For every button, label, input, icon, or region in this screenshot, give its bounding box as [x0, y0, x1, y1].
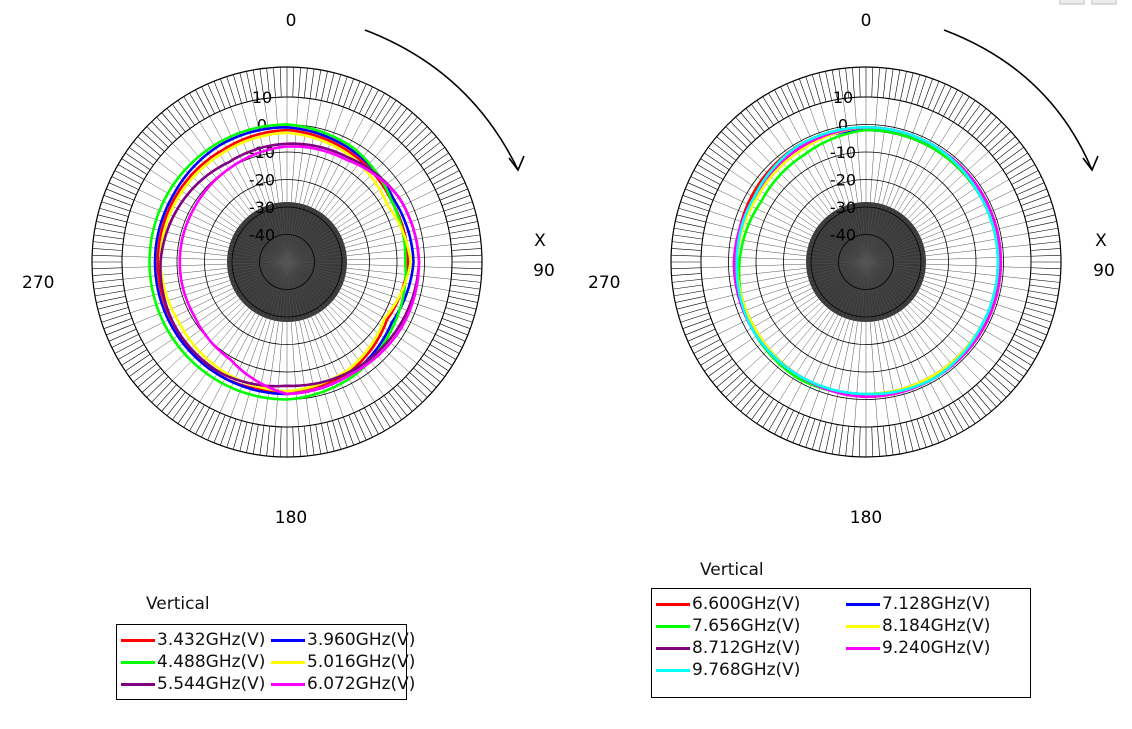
angle-label-top: 0 — [861, 11, 872, 31]
series-curve-7 — [735, 125, 1000, 396]
polar-grid-circle — [728, 124, 1004, 400]
legend-item: 7.128GHz(V) — [846, 593, 990, 615]
legend-item: 3.432GHz(V) — [121, 629, 265, 651]
radial-tick-label: -20 — [830, 171, 856, 190]
legend-swatch — [656, 646, 690, 650]
polar-grid-circle — [259, 234, 315, 290]
radial-tick-label: 0 — [838, 116, 848, 135]
axis-marker-x: X — [1095, 231, 1107, 251]
legend-left: 3.432GHz(V) 3.960GHz(V) 4.488GHz(V) 5.016GH… — [116, 624, 415, 700]
legend-swatch — [271, 660, 305, 664]
legend-label: 5.544GHz(V) — [157, 674, 266, 694]
angle-label-right: 90 — [1093, 261, 1115, 281]
legend-item: 8.712GHz(V) — [656, 637, 800, 659]
legend-swatch — [656, 624, 690, 628]
angle-label-bottom: 180 — [850, 508, 882, 528]
legend-title-left: Vertical — [146, 594, 210, 614]
polar-grid-circle — [755, 151, 977, 373]
radial-tick-label: 10 — [833, 88, 853, 107]
series-curve-4 — [159, 131, 413, 393]
legend-swatch — [271, 638, 305, 642]
angle-label-left: 270 — [22, 273, 54, 293]
radial-tick-label: -40 — [249, 226, 275, 245]
legend-label: 8.184GHz(V) — [882, 616, 991, 636]
legend-item: 9.768GHz(V) — [656, 659, 800, 681]
radial-tick-label: -10 — [830, 143, 856, 162]
axis-marker-x: X — [534, 231, 546, 251]
legend-swatch — [121, 638, 155, 642]
legend-label: 9.768GHz(V) — [692, 660, 801, 680]
legend-swatch — [846, 602, 880, 606]
radial-tick-label: -30 — [830, 198, 856, 217]
legend-item: 8.184GHz(V) — [846, 615, 990, 637]
legend-label: 7.128GHz(V) — [882, 594, 991, 614]
polar-grid-circle — [121, 96, 453, 428]
angle-label-bottom: 180 — [275, 508, 307, 528]
rotation-arrow-head — [508, 155, 525, 172]
legend-right: 6.600GHz(V) 7.128GHz(V) 7.656GHz(V) 8.184GH… — [651, 588, 1031, 698]
rotation-arrow — [943, 29, 1093, 171]
legend-swatch — [271, 682, 305, 686]
series-curve-6 — [178, 145, 421, 396]
rotation-arrow — [364, 29, 519, 171]
series-curve-3 — [148, 123, 408, 401]
legend-label: 7.656GHz(V) — [692, 616, 801, 636]
legend-swatch — [846, 624, 880, 628]
angle-label-top: 0 — [286, 11, 297, 31]
radial-tick-label: -40 — [830, 226, 856, 245]
window-controls — [1059, 0, 1117, 5]
rotation-arrow-head — [1082, 155, 1099, 172]
legend-swatch — [656, 602, 690, 606]
radial-tick-label: 10 — [252, 88, 272, 107]
legend-swatch — [121, 660, 155, 664]
legend-item: 5.016GHz(V) — [271, 651, 415, 673]
legend-label: 3.960GHz(V) — [307, 630, 416, 650]
legend-item: 9.240GHz(V) — [846, 637, 990, 659]
legend-item: 6.600GHz(V) — [656, 593, 800, 615]
legend-label: 6.600GHz(V) — [692, 594, 801, 614]
polar-chart-2: 10 0 -10 -20 -30 -40 0 90 270 180 X — [588, 11, 1115, 528]
polar-grid-circle — [700, 96, 1032, 428]
polar-grid-circle — [838, 234, 894, 290]
legend-title-right: Vertical — [700, 560, 764, 580]
legend-item: 4.488GHz(V) — [121, 651, 265, 673]
polar-grid-circle — [783, 179, 949, 345]
angle-label-right: 90 — [533, 261, 555, 281]
radial-tick-label: -20 — [249, 171, 275, 190]
radial-tick-label: 0 — [257, 116, 267, 135]
legend-label: 8.712GHz(V) — [692, 638, 801, 658]
window-control-2 — [1091, 0, 1117, 5]
legend-swatch — [656, 668, 690, 672]
legend-label: 6.072GHz(V) — [307, 674, 416, 694]
legend-label: 3.432GHz(V) — [157, 630, 266, 650]
legend-swatch — [121, 682, 155, 686]
legend-label: 9.240GHz(V) — [882, 638, 991, 658]
polar-grid-circle — [810, 206, 922, 318]
legend-item: 5.544GHz(V) — [121, 673, 265, 695]
legend-swatch — [846, 646, 880, 650]
polar-grid-circle — [231, 206, 343, 318]
polar-grid-circle — [176, 151, 398, 373]
radial-tick-label: -30 — [249, 198, 275, 217]
legend-label: 5.016GHz(V) — [307, 652, 416, 672]
legend-item: 7.656GHz(V) — [656, 615, 800, 637]
polar-grid-circle — [204, 179, 370, 345]
window-control-1 — [1059, 0, 1085, 5]
legend-label: 4.488GHz(V) — [157, 652, 266, 672]
legend-item: 6.072GHz(V) — [271, 673, 415, 695]
angle-label-left: 270 — [588, 273, 620, 293]
legend-item: 3.960GHz(V) — [271, 629, 415, 651]
